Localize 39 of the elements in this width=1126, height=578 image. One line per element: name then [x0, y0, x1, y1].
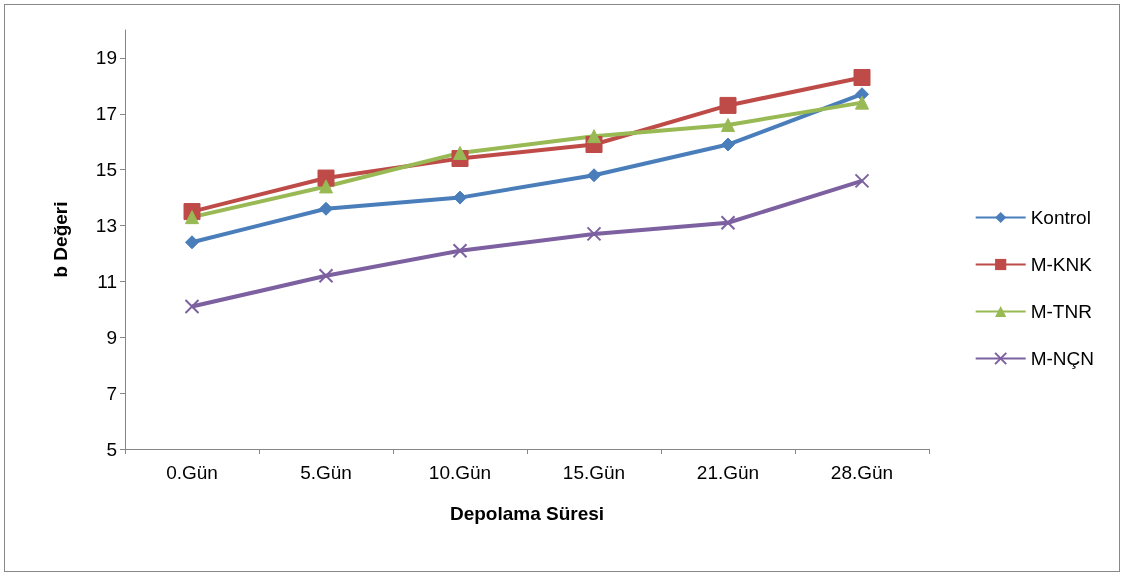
y-tick-label: 11: [97, 270, 117, 292]
x-tick-label: 5.Gün: [300, 462, 352, 483]
point: [720, 215, 736, 231]
legend-label: M-TNR: [1030, 301, 1092, 322]
point: [453, 145, 467, 160]
point: [319, 201, 333, 216]
legend-label: M-NÇN: [1030, 348, 1095, 369]
x-tick-label: 21.Gün: [696, 462, 760, 483]
point: [184, 299, 200, 315]
legend-label: M-KNK: [1030, 254, 1093, 275]
point: [721, 117, 735, 132]
y-tick-label: 9: [106, 326, 117, 348]
point: [853, 68, 871, 86]
point: [586, 226, 602, 242]
y-tick-label: 7: [106, 382, 117, 404]
point: [721, 137, 735, 152]
point: [453, 190, 467, 205]
point: [854, 173, 870, 189]
point: [452, 243, 468, 259]
point: [719, 96, 737, 114]
point: [587, 129, 601, 144]
point: [855, 95, 869, 110]
point: [185, 235, 199, 250]
x-tick-label: 15.Gün: [562, 462, 626, 483]
point: [318, 268, 334, 284]
y-tick-label: 13: [95, 215, 117, 237]
x-tick-label: 28.Gün: [830, 462, 894, 483]
y-tick-label: 15: [95, 159, 117, 181]
point: [185, 210, 199, 225]
x-axis-title: Depolama Süresi: [449, 503, 605, 524]
legend-label: Kontrol: [1030, 207, 1091, 228]
point: [319, 179, 333, 194]
y-tick-label: 17: [95, 103, 117, 125]
y-tick-label: 5: [106, 438, 117, 460]
y-axis-title: b Değeri: [50, 201, 71, 278]
x-tick-label: 10.Gün: [428, 462, 492, 483]
x-tick-label: 0.Gün: [166, 462, 218, 483]
y-tick-label: 19: [95, 47, 117, 69]
point: [587, 168, 601, 183]
